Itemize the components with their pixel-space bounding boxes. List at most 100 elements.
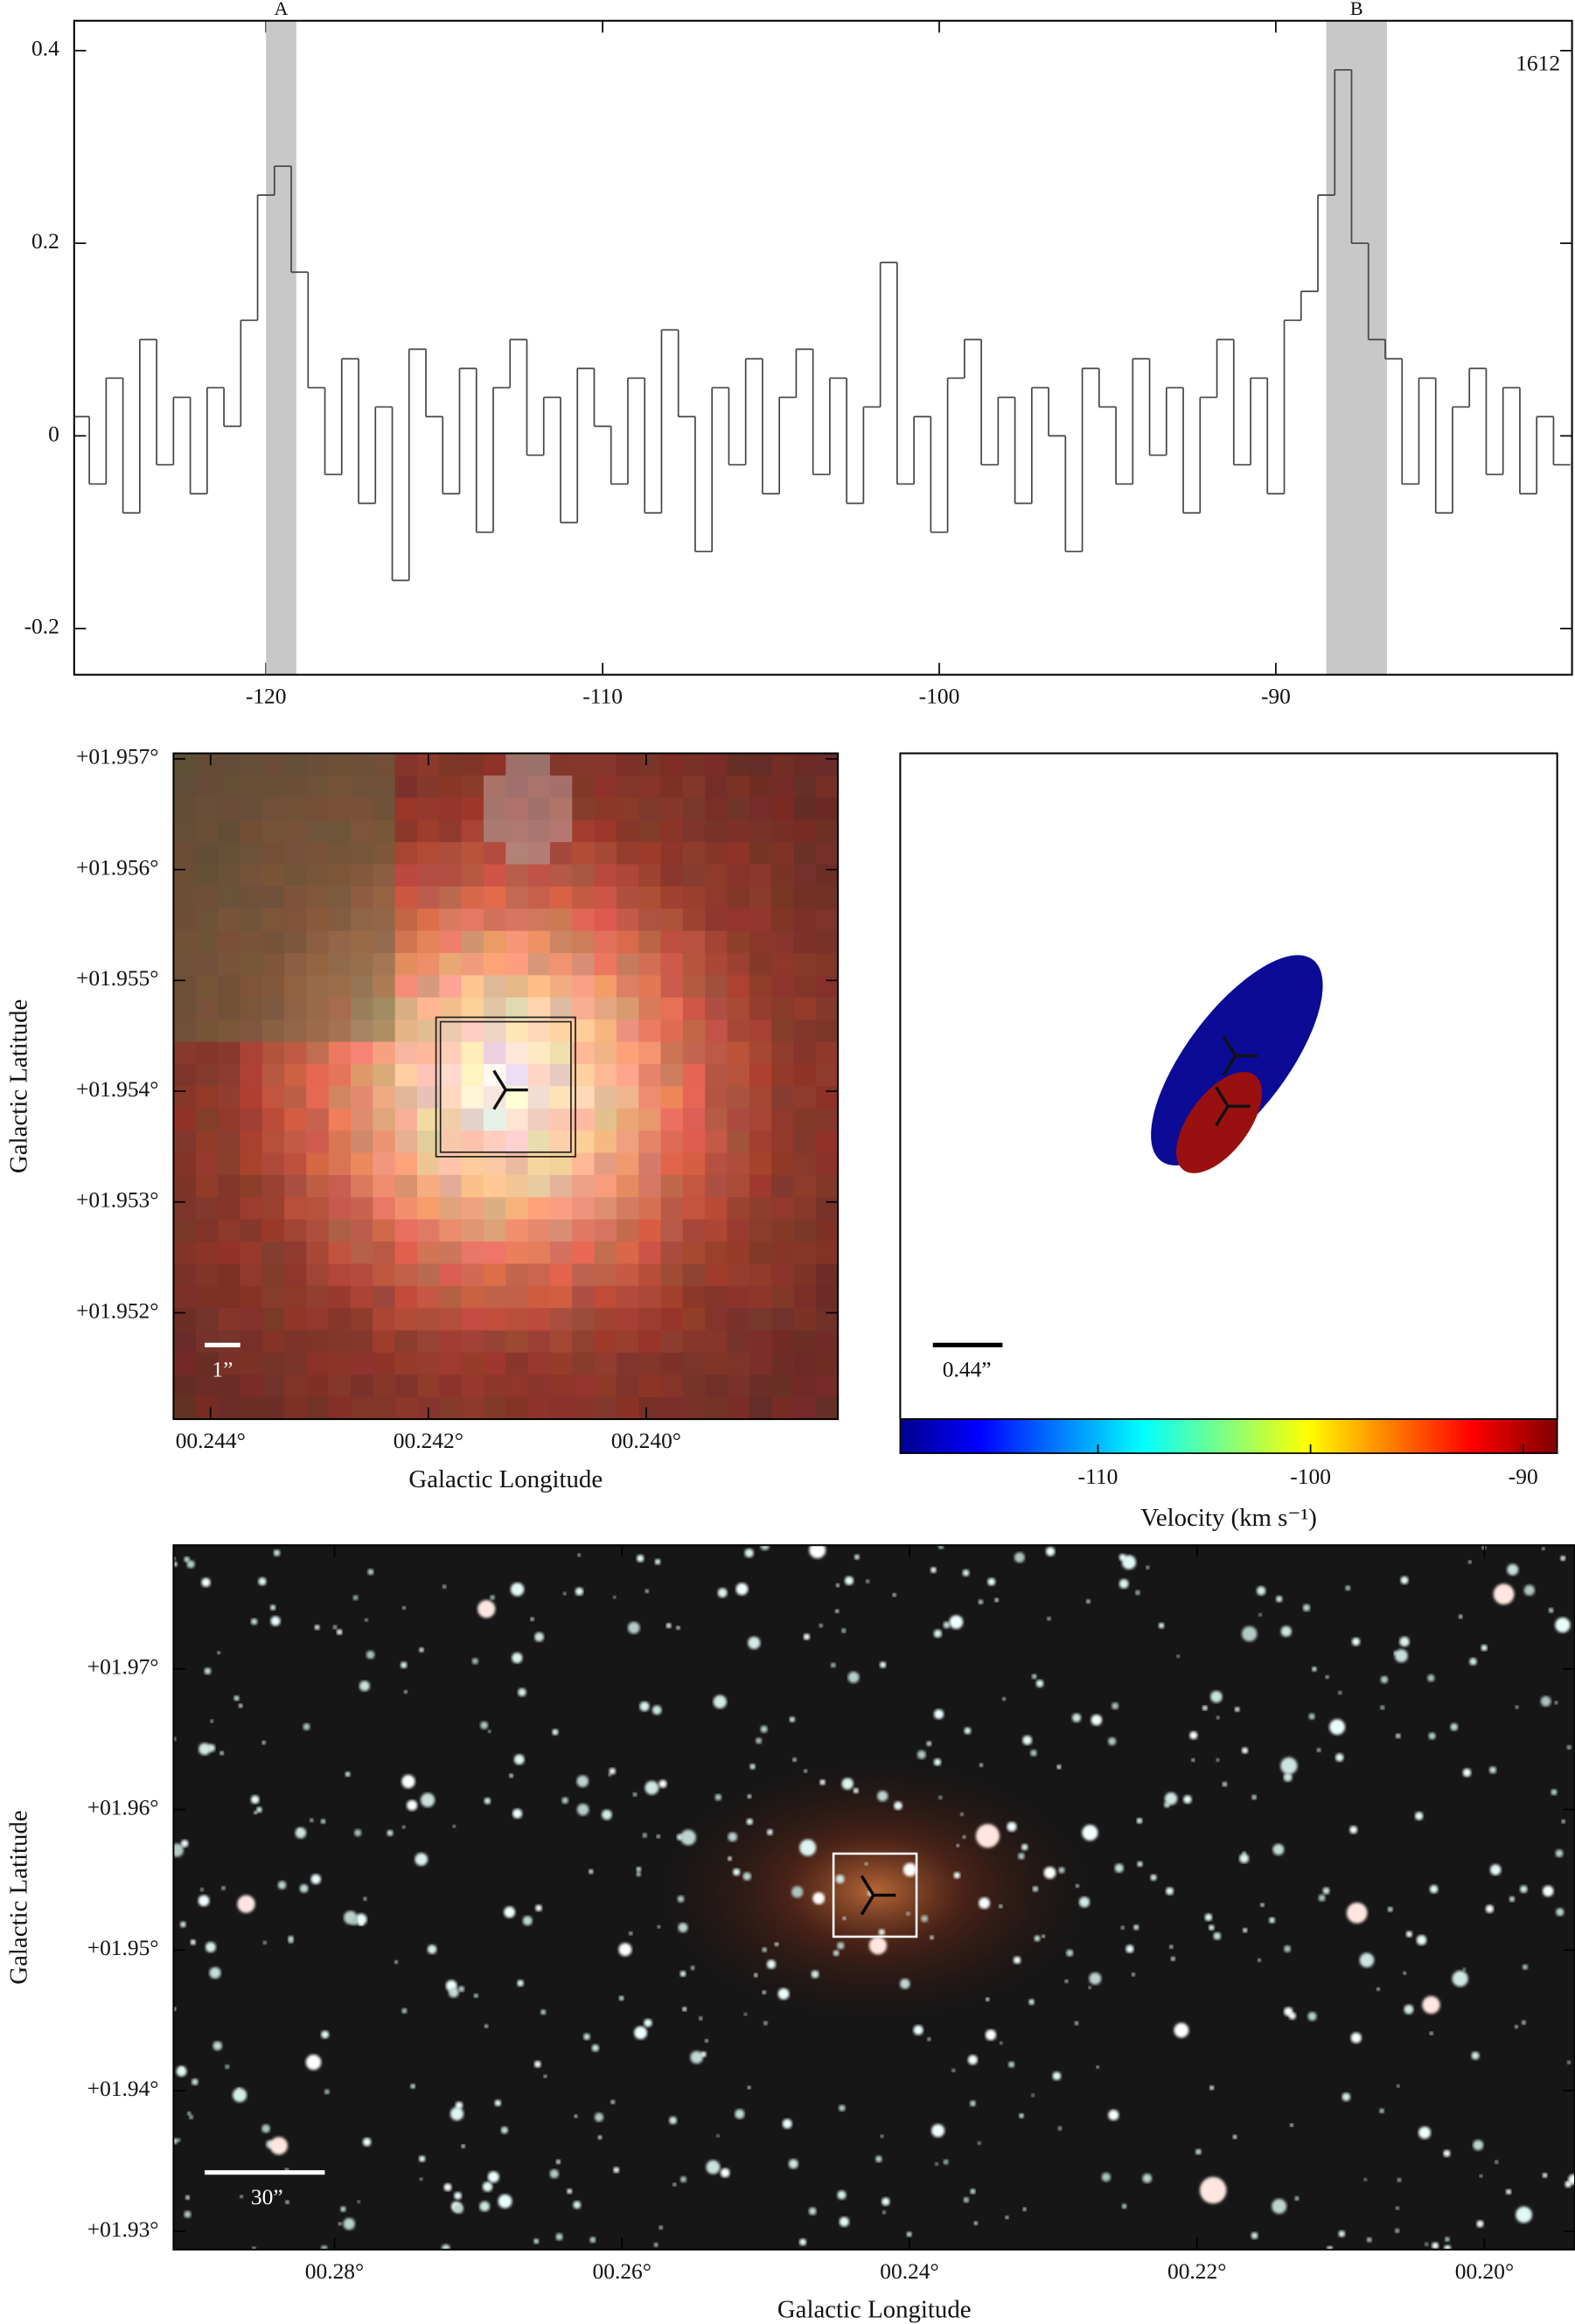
pixel <box>261 1352 285 1376</box>
pixel <box>572 775 596 799</box>
y-tick-label: +01.953° <box>76 1187 158 1213</box>
pixel <box>505 1352 529 1376</box>
star <box>789 1716 796 1722</box>
pixel <box>284 1152 308 1176</box>
star <box>837 1942 845 1950</box>
star <box>1283 1772 1293 1782</box>
pixel <box>815 1242 839 1265</box>
pixel <box>705 1308 728 1332</box>
pixel <box>594 930 617 954</box>
pixel <box>416 1352 441 1376</box>
pixel <box>306 1019 330 1043</box>
pixel <box>439 775 463 799</box>
pixel <box>439 1396 463 1420</box>
pixel <box>218 864 241 887</box>
star <box>366 1650 375 1660</box>
pixel <box>284 864 308 887</box>
pixel <box>682 1152 707 1176</box>
x-tick-label: 00.24° <box>880 2258 938 2284</box>
star <box>354 1829 362 1837</box>
star <box>1043 1867 1056 1879</box>
pixel <box>638 1219 662 1242</box>
pixel <box>328 1174 352 1199</box>
pixel <box>527 886 551 910</box>
pixel <box>173 1041 197 1065</box>
source-marker <box>860 1875 896 1916</box>
pixel <box>218 953 241 977</box>
pixel <box>306 953 330 977</box>
star <box>937 1545 944 1549</box>
pixel <box>439 1219 463 1242</box>
pixel <box>483 1396 507 1420</box>
star <box>930 1567 937 1573</box>
pixel <box>416 1197 441 1221</box>
star <box>250 1618 258 1625</box>
pixel <box>461 1197 484 1221</box>
pixel <box>328 1152 352 1176</box>
pixel <box>749 1197 773 1221</box>
pixel <box>793 908 817 932</box>
pixel <box>261 886 285 910</box>
pixel <box>461 1174 484 1199</box>
star <box>1366 2237 1372 2243</box>
pixel <box>218 842 241 866</box>
star <box>210 1719 214 1723</box>
star <box>310 1818 314 1822</box>
star <box>1042 1934 1046 1938</box>
pixel <box>727 864 750 887</box>
pixel <box>549 775 574 799</box>
pixel <box>328 886 352 910</box>
pixel <box>727 1330 750 1353</box>
pixel <box>749 775 773 799</box>
pixel <box>261 753 285 776</box>
star <box>1120 1925 1125 1930</box>
pixel <box>195 1174 219 1199</box>
star <box>811 1970 819 1979</box>
pixel <box>793 1063 817 1088</box>
star <box>238 1703 243 1708</box>
pixel <box>616 842 640 866</box>
star <box>900 1979 910 1989</box>
y-tick-label: +01.94° <box>87 2076 159 2101</box>
star <box>199 1743 211 1756</box>
star <box>1452 1970 1468 1987</box>
star <box>321 2030 330 2039</box>
pixel <box>549 1063 574 1088</box>
pixel <box>660 775 684 799</box>
pixel <box>306 1242 330 1265</box>
pixel <box>373 753 396 776</box>
pixel <box>483 953 507 977</box>
pixel <box>749 1330 773 1353</box>
pixel <box>306 975 330 998</box>
pixel <box>660 1352 684 1376</box>
pixel <box>682 975 707 998</box>
pixel <box>638 797 662 821</box>
star <box>340 2206 346 2212</box>
pixel <box>616 1219 640 1242</box>
aperture <box>832 1852 918 1938</box>
pixel <box>461 1308 484 1332</box>
pixel <box>749 1131 773 1154</box>
pixel <box>616 753 640 776</box>
star <box>1495 2160 1499 2164</box>
star <box>1425 2242 1429 2246</box>
star <box>295 1826 307 1839</box>
pixel <box>705 1152 728 1176</box>
star <box>1034 1935 1041 1942</box>
pixel <box>351 908 374 932</box>
pixel <box>328 1374 352 1398</box>
star <box>1396 2206 1400 2210</box>
pixel <box>351 886 374 910</box>
pixel <box>660 886 684 910</box>
pixel <box>727 1285 750 1310</box>
star <box>970 2100 976 2107</box>
pixel <box>373 1330 396 1353</box>
pixel <box>527 753 551 776</box>
star <box>1018 1853 1025 1860</box>
star <box>1363 2178 1367 2181</box>
star <box>343 2217 355 2230</box>
pixel <box>461 908 484 932</box>
star <box>994 1597 999 1603</box>
pixel <box>373 1019 396 1043</box>
star <box>320 1819 326 1824</box>
